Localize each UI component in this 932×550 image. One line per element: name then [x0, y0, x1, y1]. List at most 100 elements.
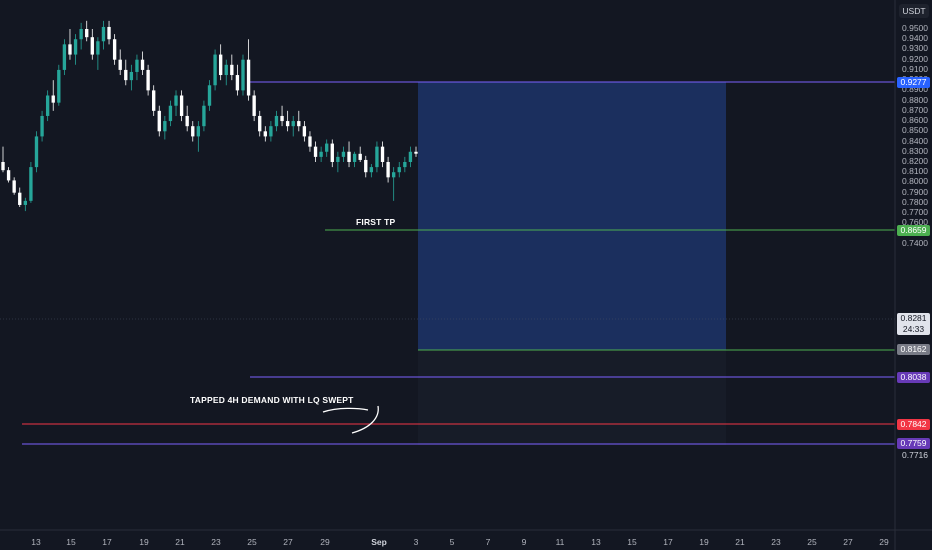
candle-body [62, 44, 67, 70]
time-tick-label: 23 [771, 537, 781, 547]
time-tick-label: 19 [139, 537, 149, 547]
candle-body [246, 59, 251, 96]
candle-body [397, 167, 401, 173]
price-tick-label: 0.7400 [902, 237, 928, 248]
candle-body [45, 95, 50, 116]
candle-body [202, 105, 206, 127]
time-tick-label: Sep [371, 537, 387, 547]
time-tick-label: 27 [843, 537, 853, 547]
candle-body [18, 192, 22, 205]
stop-loss-price-tag: 0.7842 [897, 419, 930, 430]
candle-countdown: 24:33 [902, 324, 925, 334]
candle-body [112, 39, 117, 60]
time-tick-label: 3 [413, 537, 419, 547]
candle-body [140, 59, 145, 70]
candle-body [124, 69, 128, 81]
time-tick-label: 21 [175, 537, 185, 547]
support-upper-price-tag: 0.8038 [897, 372, 930, 383]
time-tick-label: 11 [555, 537, 565, 547]
candle-body [369, 167, 374, 173]
candle-body [157, 110, 161, 132]
candle-body [1, 161, 5, 171]
price-tick-label: 0.8600 [902, 115, 928, 126]
time-tick-label: 29 [320, 537, 330, 547]
price-tick-label: 0.9500 [902, 23, 928, 33]
candle-body [403, 161, 407, 168]
candle-body [23, 200, 27, 205]
time-tick-label: 29 [879, 537, 889, 547]
price-tick-label: 0.7700 [902, 207, 928, 218]
candle-body [57, 69, 61, 103]
candle-body [196, 126, 201, 137]
candle-body [274, 115, 279, 127]
time-tick-label: 17 [663, 537, 673, 547]
candle-body [51, 95, 55, 103]
first-tp-annotation: FIRST TP [356, 217, 396, 227]
candle-body [207, 85, 212, 106]
candle-body [408, 151, 413, 162]
candle-body [135, 59, 139, 72]
price-tick-label: 0.8200 [902, 155, 928, 166]
candle-body [352, 153, 357, 162]
time-tick-label: 21 [735, 537, 745, 547]
candle-body [174, 95, 178, 106]
price-tick-label: 0.8300 [902, 145, 928, 156]
price-tick-label: 0.9200 [902, 53, 928, 64]
candle-body [291, 121, 295, 127]
candle-body [218, 54, 223, 76]
candle-body [107, 26, 111, 40]
price-tick-label: 0.8500 [902, 125, 928, 136]
candle-body [336, 156, 340, 162]
time-tick-label: 7 [485, 537, 491, 547]
time-tick-label: 5 [449, 537, 455, 547]
target-price-tag: 0.9277 [897, 77, 930, 88]
low-price-label: 0.7716 [902, 450, 928, 460]
candle-body [414, 151, 418, 154]
price-tick-label: 0.9100 [902, 63, 928, 74]
candle-body [73, 39, 78, 55]
candle-body [6, 170, 11, 181]
candle-body [386, 161, 390, 178]
risk-zone [418, 350, 726, 445]
profit-zone [418, 82, 726, 350]
candle-body [68, 44, 72, 55]
arrow-curve [322, 407, 369, 413]
candle-body [252, 95, 256, 116]
candle-body [152, 90, 156, 111]
candle-body [302, 126, 307, 137]
candle-body [258, 115, 262, 132]
candle-body [34, 136, 39, 168]
candle-body [213, 54, 217, 86]
candle-body [179, 95, 184, 116]
current-price-value: 0.8281 [900, 313, 927, 323]
price-tick-label: 0.8400 [902, 135, 928, 146]
candle-body [392, 172, 396, 178]
candle-body [230, 64, 234, 76]
candle-body [168, 105, 173, 122]
candle-body [325, 143, 329, 152]
price-tick-label: 0.9400 [902, 33, 928, 44]
candle-body [90, 37, 94, 55]
candle-body [96, 41, 100, 55]
candle-body [129, 71, 134, 81]
current-price-tag: 0.8281 24:33 [897, 313, 930, 335]
candle-body [79, 29, 83, 40]
candle-body [285, 121, 290, 127]
candle-body [85, 29, 89, 38]
candle-body [191, 126, 195, 137]
price-tick-label: 0.7800 [902, 196, 928, 207]
first-tp-price-tag: 0.8659 [897, 225, 930, 236]
time-tick-label: 19 [699, 537, 709, 547]
price-tick-label: 0.8900 [902, 84, 928, 95]
price-tick-label: 0.7900 [902, 186, 928, 197]
price-tick-label: 0.8800 [902, 94, 928, 105]
candle-body [330, 143, 334, 162]
support-lower-price-tag: 0.7759 [897, 438, 930, 449]
time-tick-label: 13 [31, 537, 41, 547]
time-tick-label: 15 [66, 537, 76, 547]
currency-label[interactable]: USDT [899, 4, 929, 18]
candle-body [241, 59, 245, 91]
entry-price-tag: 0.8162 [897, 344, 930, 355]
candle-body [146, 69, 150, 91]
